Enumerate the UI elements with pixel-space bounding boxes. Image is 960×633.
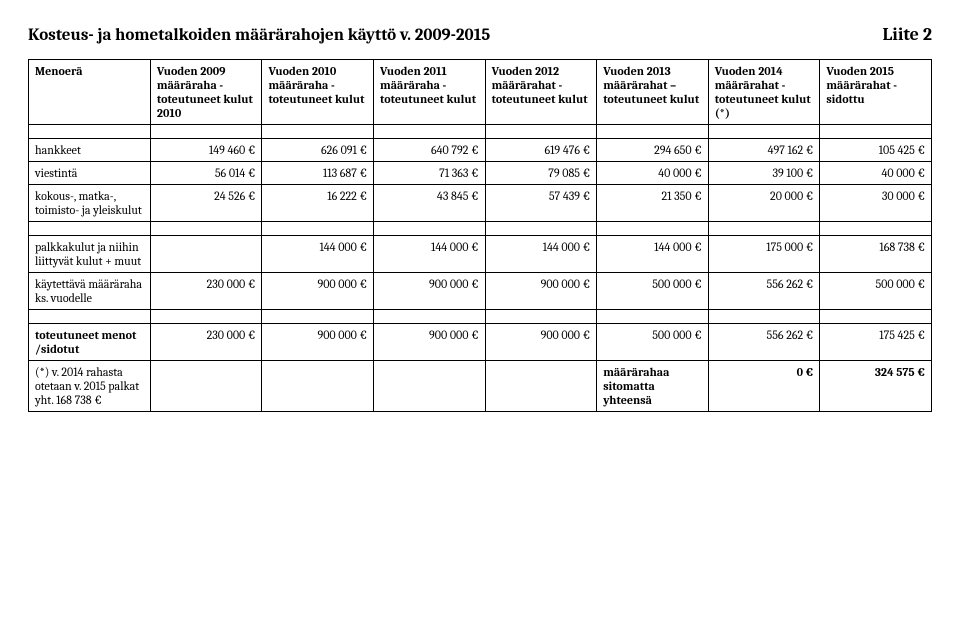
spacer-row [29, 222, 932, 236]
cell [485, 361, 597, 412]
budget-table: Menoerä Vuoden 2009 määräraha - toteutun… [28, 59, 932, 412]
col-header: Vuoden 2011 määräraha - toteutuneet kulu… [374, 60, 486, 125]
cell: 144 000 € [485, 236, 597, 273]
cell: 16 222 € [262, 185, 374, 222]
cell: 900 000 € [262, 273, 374, 310]
page-title: Kosteus- ja hometalkoiden määrärahojen k… [28, 26, 490, 45]
cell: 626 091 € [262, 139, 374, 162]
cell: 900 000 € [374, 324, 486, 361]
cell: 105 425 € [820, 139, 932, 162]
table-row: toteutuneet menot /sidotut230 000 €900 0… [29, 324, 932, 361]
cell: 230 000 € [150, 324, 262, 361]
cell: 40 000 € [820, 162, 932, 185]
cell: 175 425 € [820, 324, 932, 361]
col-header: Vuoden 2009 määräraha - toteutuneet kulu… [150, 60, 262, 125]
col-header: Vuoden 2010 määräraha - toteutuneet kulu… [262, 60, 374, 125]
cell [262, 361, 374, 412]
cell: 500 000 € [597, 324, 709, 361]
cell: 144 000 € [374, 236, 486, 273]
cell: 144 000 € [262, 236, 374, 273]
cell: 20 000 € [708, 185, 820, 222]
row-label: kokous-, matka-, toimisto- ja yleiskulut [29, 185, 151, 222]
cell: 21 350 € [597, 185, 709, 222]
cell: 324 575 € [820, 361, 932, 412]
cell: 294 650 € [597, 139, 709, 162]
row-label: viestintä [29, 162, 151, 185]
col-header: Vuoden 2012 määrärahat - toteutuneet kul… [485, 60, 597, 125]
footnote-note: määrärahaa sitomatta yhteensä [597, 361, 709, 412]
col-header: Vuoden 2015 määrärahat - sidottu [820, 60, 932, 125]
cell [150, 361, 262, 412]
cell: 24 526 € [150, 185, 262, 222]
footnote-row: (*) v. 2014 rahasta otetaan v. 2015 palk… [29, 361, 932, 412]
table-row: palkkakulut ja niihin liittyvät kulut + … [29, 236, 932, 273]
spacer-row [29, 125, 932, 139]
cell: 230 000 € [150, 273, 262, 310]
cell: 79 085 € [485, 162, 597, 185]
cell: 43 845 € [374, 185, 486, 222]
cell: 556 262 € [708, 273, 820, 310]
attachment-label: Liite 2 [883, 24, 932, 45]
cell: 57 439 € [485, 185, 597, 222]
cell: 71 363 € [374, 162, 486, 185]
cell: 144 000 € [597, 236, 709, 273]
cell: 149 460 € [150, 139, 262, 162]
table-row: hankkeet149 460 €626 091 €640 792 €619 4… [29, 139, 932, 162]
cell: 900 000 € [485, 324, 597, 361]
row-label: hankkeet [29, 139, 151, 162]
table-header-row: Menoerä Vuoden 2009 määräraha - toteutun… [29, 60, 932, 125]
col-header: Vuoden 2013 määrärahat – toteutuneet kul… [597, 60, 709, 125]
cell: 39 100 € [708, 162, 820, 185]
cell: 640 792 € [374, 139, 486, 162]
cell: 900 000 € [262, 324, 374, 361]
cell: 500 000 € [820, 273, 932, 310]
row-label: toteutuneet menot /sidotut [29, 324, 151, 361]
cell: 900 000 € [485, 273, 597, 310]
cell: 0 € [708, 361, 820, 412]
cell: 556 262 € [708, 324, 820, 361]
cell: 900 000 € [374, 273, 486, 310]
cell: 30 000 € [820, 185, 932, 222]
spacer-row [29, 310, 932, 324]
row-label: palkkakulut ja niihin liittyvät kulut + … [29, 236, 151, 273]
cell [374, 361, 486, 412]
col-header: Menoerä [29, 60, 151, 125]
cell: 168 738 € [820, 236, 932, 273]
table-row: kokous-, matka-, toimisto- ja yleiskulut… [29, 185, 932, 222]
cell: 619 476 € [485, 139, 597, 162]
cell [150, 236, 262, 273]
cell: 40 000 € [597, 162, 709, 185]
cell: 497 162 € [708, 139, 820, 162]
table-row: käytettävä määräraha ks. vuodelle230 000… [29, 273, 932, 310]
col-header: Vuoden 2014 määrärahat - toteutuneet kul… [708, 60, 820, 125]
row-label: käytettävä määräraha ks. vuodelle [29, 273, 151, 310]
cell: 175 000 € [708, 236, 820, 273]
cell: 113 687 € [262, 162, 374, 185]
cell: 56 014 € [150, 162, 262, 185]
footnote-label: (*) v. 2014 rahasta otetaan v. 2015 palk… [29, 361, 151, 412]
table-row: viestintä56 014 €113 687 €71 363 €79 085… [29, 162, 932, 185]
cell: 500 000 € [597, 273, 709, 310]
